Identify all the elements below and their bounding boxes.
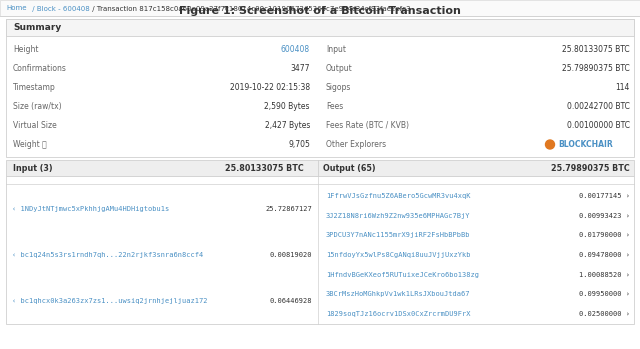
Text: Confirmations: Confirmations (13, 64, 67, 73)
Text: 25.72867127: 25.72867127 (265, 206, 312, 212)
Text: Input (3): Input (3) (13, 164, 52, 173)
Text: Timestamp: Timestamp (13, 83, 56, 92)
Text: 0.02500000 ›: 0.02500000 › (579, 311, 630, 317)
Bar (6, 160, 634, 176)
Bar (6, 19, 634, 36)
Text: Summary: Summary (13, 23, 61, 32)
Text: 3J2Z18N8ri6Wzh9Z2nw935e6MPHAGc7BjY: 3J2Z18N8ri6Wzh9Z2nw935e6MPHAGc7BjY (326, 213, 470, 218)
Text: Size (raw/tx): Size (raw/tx) (13, 102, 61, 111)
Text: 3BCrMszHoMGhkpVv1wk1LRsJXbouJtda67: 3BCrMszHoMGhkpVv1wk1LRsJXbouJtda67 (326, 291, 470, 297)
Text: 1829soqTJz16ocrv1DSx0CxZrcrmDU9FrX: 1829soqTJz16ocrv1DSx0CxZrcrmDU9FrX (326, 311, 470, 317)
Text: 0.00242700 BTC: 0.00242700 BTC (567, 102, 630, 111)
Text: Weight ⓘ: Weight ⓘ (13, 140, 47, 149)
Text: 0.09478000 ›: 0.09478000 › (579, 252, 630, 258)
Text: 3477: 3477 (291, 64, 310, 73)
Text: 2,427 Bytes: 2,427 Bytes (264, 121, 310, 130)
Text: 2019-10-22 02:15:38: 2019-10-22 02:15:38 (230, 83, 310, 92)
Text: Virtual Size: Virtual Size (13, 121, 57, 130)
Text: Output: Output (326, 64, 353, 73)
Text: 600408: 600408 (281, 45, 310, 54)
Text: 3PDCU3Y7nANc1155mrX9jiRF2FsHbBPbBb: 3PDCU3Y7nANc1155mrX9jiRF2FsHbBPbBb (326, 232, 470, 238)
Text: 0.01790000 ›: 0.01790000 › (579, 232, 630, 238)
Text: 2,590 Bytes: 2,590 Bytes (264, 102, 310, 111)
Text: 1.00088520 ›: 1.00088520 › (579, 272, 630, 278)
Text: 0.00819020: 0.00819020 (269, 252, 312, 258)
Bar (6, 176, 634, 324)
Text: Figure 1: Screenshot of a Bitcoin Transaction: Figure 1: Screenshot of a Bitcoin Transa… (179, 7, 461, 16)
Text: 0.06446928: 0.06446928 (269, 298, 312, 304)
Text: BLOCKCHAIR: BLOCKCHAIR (558, 140, 612, 149)
Text: Height: Height (13, 45, 38, 54)
Text: 0.00993423 ›: 0.00993423 › (579, 213, 630, 218)
Text: 25.80133075 BTC: 25.80133075 BTC (225, 164, 304, 173)
Text: 114: 114 (616, 83, 630, 92)
Text: 15nfdoyYx5wlPs8CgANqi8uuJVjjUxzYkb: 15nfdoyYx5wlPs8CgANqi8uuJVjjUxzYkb (326, 252, 470, 258)
Text: 1HfndvBGeKXeof5RUTuixeJCeKro6bo138zg: 1HfndvBGeKXeof5RUTuixeJCeKro6bo138zg (326, 272, 479, 278)
Text: 0.00100000 BTC: 0.00100000 BTC (567, 121, 630, 130)
Text: 25.79890375 BTC: 25.79890375 BTC (563, 64, 630, 73)
Text: 9,705: 9,705 (288, 140, 310, 149)
Text: ‹ bc1qhcx0k3a263zx7zs1...uwsiq2jrnhjejljuaz172: ‹ bc1qhcx0k3a263zx7zs1...uwsiq2jrnhjejlj… (12, 298, 207, 304)
Text: / Transaction 817c158c0a60e09a27f7c18014c00c10190672d5365c7e9d4c34cf93fae2efc3: / Transaction 817c158c0a60e09a27f7c18014… (90, 6, 410, 12)
Text: Sigops: Sigops (326, 83, 351, 92)
Text: Other Explorers: Other Explorers (326, 140, 386, 149)
Circle shape (545, 140, 554, 149)
Text: ‹ 1NDyJtNTjmwc5xPkhhjgAMu4HDHigtobu1s: ‹ 1NDyJtNTjmwc5xPkhhjgAMu4HDHigtobu1s (12, 206, 169, 212)
Text: 0.09950000 ›: 0.09950000 › (579, 291, 630, 297)
Text: ‹ bc1q24n5s3rs1rndh7qh...22n2rjkf3snra6n8ccf4: ‹ bc1q24n5s3rs1rndh7qh...22n2rjkf3snra6n… (12, 252, 204, 258)
Bar (0, 0, 640, 16)
Text: Home: Home (6, 6, 26, 12)
Text: Fees Rate (BTC / KVB): Fees Rate (BTC / KVB) (326, 121, 409, 130)
Text: Fees: Fees (326, 102, 343, 111)
Text: Output (65): Output (65) (323, 164, 376, 173)
Text: 1FfrwVJsGzfnu5Z6ABero5GcwMR3vu4xqK: 1FfrwVJsGzfnu5Z6ABero5GcwMR3vu4xqK (326, 193, 470, 199)
Text: 25.80133075 BTC: 25.80133075 BTC (563, 45, 630, 54)
Text: / Block - 600408: / Block - 600408 (30, 6, 90, 12)
Text: 0.00177145 ›: 0.00177145 › (579, 193, 630, 199)
Text: 25.79890375 BTC: 25.79890375 BTC (551, 164, 630, 173)
Text: Input: Input (326, 45, 346, 54)
Bar (6, 19, 634, 157)
